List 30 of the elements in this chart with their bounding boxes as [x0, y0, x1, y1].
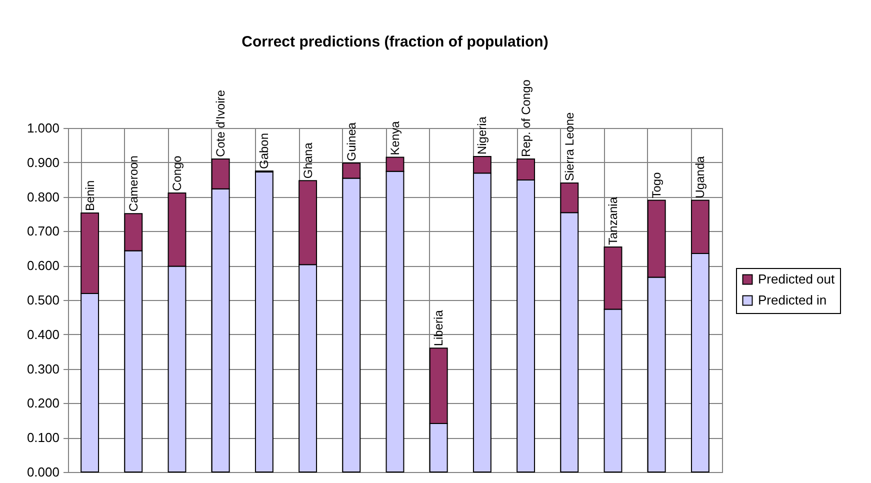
y-tick-label: 0.900 [26, 154, 60, 170]
x-tick-label: Benin [82, 180, 97, 211]
y-tick-label: 0.100 [26, 430, 60, 446]
x-tick-label: Kenya [388, 120, 402, 156]
y-tick-label: 0.600 [26, 258, 60, 274]
x-tick-label: Rep. of Congo [518, 79, 533, 157]
legend-label: Predicted out [758, 272, 835, 286]
y-tick-label: 0.700 [26, 224, 60, 239]
x-tick-label: Congo [170, 155, 184, 192]
y-tick-label: 0.000 [26, 464, 60, 480]
x-tick-label: Gabon [257, 132, 272, 169]
y-tick-label: 0.400 [26, 326, 60, 342]
bar [254, 172, 274, 472]
legend-label: Predicted in [758, 292, 827, 308]
x-tick-label: Uganda [693, 156, 708, 198]
y-tick-label: 0.500 [26, 292, 60, 308]
y-tick-label: 0.800 [26, 189, 60, 204]
y-tick-label: 0.200 [26, 396, 60, 411]
x-tick-label: Guinea [344, 122, 358, 162]
x-tick-label: Nigeria [475, 116, 490, 155]
x-tick-label: Togo [650, 172, 664, 198]
x-tick-label: Tanzania [606, 196, 620, 246]
x-tick-label: Liberia [432, 310, 446, 346]
x-tick-label: Sierra Leone [562, 112, 576, 182]
chart-title: Correct predictions (fraction of population) [242, 34, 548, 51]
x-tick-label: Cote d'Ivoire [214, 90, 228, 157]
x-tick-label: Ghana [300, 142, 315, 179]
y-tick-label: 0.300 [26, 361, 60, 376]
y-tick-label: 1.000 [26, 120, 60, 136]
x-tick-label: Cameroon [126, 156, 140, 212]
